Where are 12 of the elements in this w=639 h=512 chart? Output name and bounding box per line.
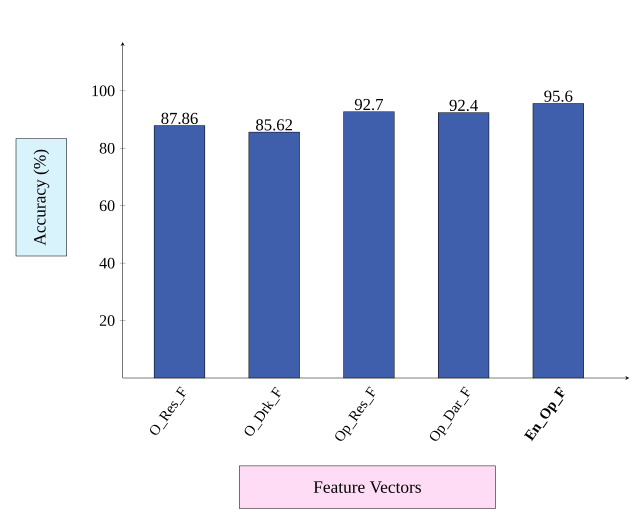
y-tick-label: 40	[99, 258, 114, 269]
y-tick-label: 80	[100, 142, 114, 154]
y-tick-label: 60	[100, 200, 114, 212]
data-label: 95.6	[544, 90, 572, 102]
y-tick-label: 20	[100, 315, 114, 326]
data-label: 85.62	[256, 119, 292, 131]
x-axis-title: Feature Vectors	[314, 481, 421, 494]
data-label: 87.86	[161, 112, 198, 124]
data-label: 92.7	[354, 98, 384, 110]
data-label: 92.4	[450, 100, 478, 112]
y-axis-title: Accuracy (%)	[33, 150, 50, 246]
y-tick-label: 100	[92, 85, 114, 96]
